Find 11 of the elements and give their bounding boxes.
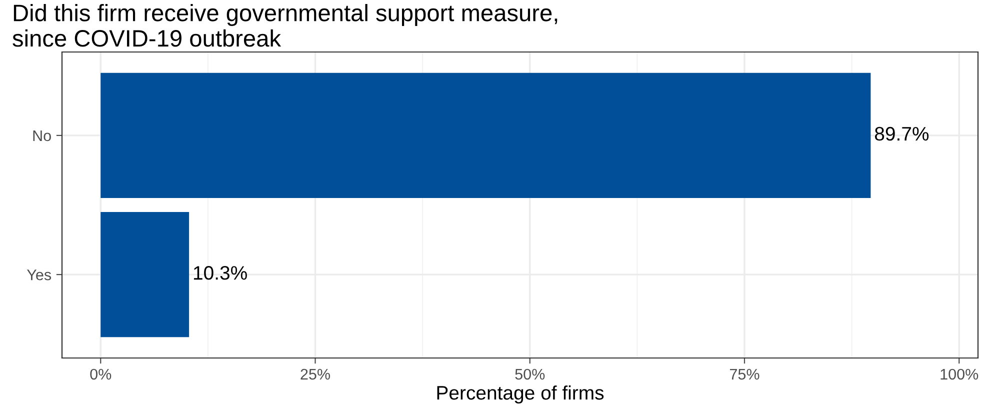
x-tick-label: 50% bbox=[515, 368, 545, 380]
x-tick-label: 0% bbox=[90, 368, 112, 380]
data-label: 10.3% bbox=[194, 266, 247, 280]
x-tick-label: 75% bbox=[730, 368, 760, 380]
data-label: 89.7% bbox=[874, 126, 929, 141]
x-tick-label: 25% bbox=[300, 368, 330, 380]
x-axis-title: Percentage of firms bbox=[437, 385, 604, 404]
chart-title: Did this firm receive governmental support measure, since COVID-19 outbreak bbox=[12, 4, 558, 47]
y-tick-label: Yes bbox=[26, 270, 52, 280]
x-tick-label: 100% bbox=[940, 368, 978, 380]
y-tick-label: No bbox=[33, 130, 51, 142]
